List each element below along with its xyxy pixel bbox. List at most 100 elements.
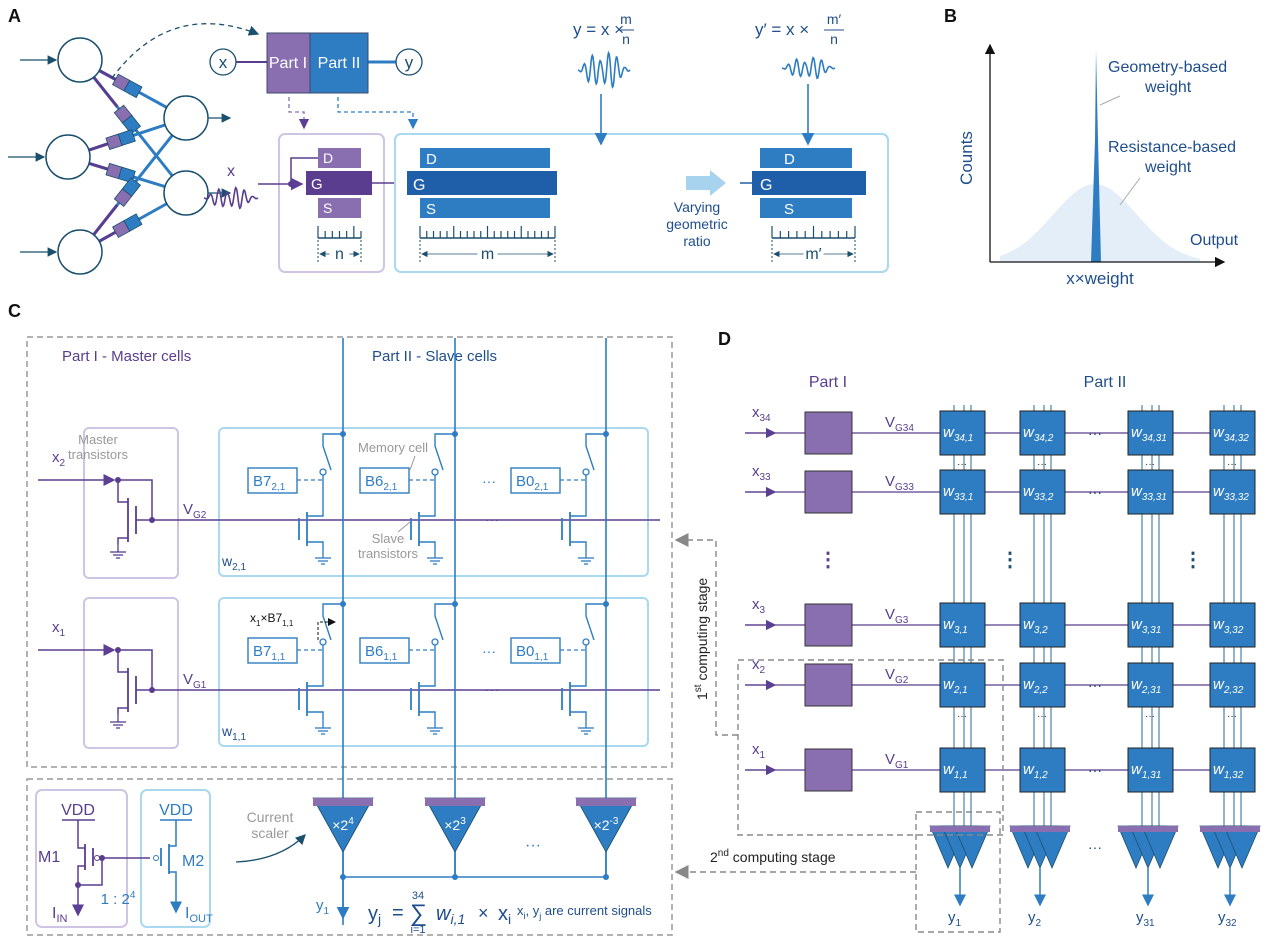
label-part: 3 [460, 816, 466, 827]
label-part: w [943, 676, 955, 693]
label-part: 2,1 [232, 562, 246, 573]
synapse-device [113, 104, 142, 135]
weight-cell [939, 602, 986, 648]
panel-label-c: C [8, 301, 21, 321]
label-part: w [1023, 761, 1035, 778]
width-label-m-prime: m′ [805, 246, 821, 263]
weight-cell [1019, 469, 1066, 515]
current-scaler-label: Current [247, 809, 294, 825]
y-axis-label: Counts [957, 131, 976, 185]
memory-switch [322, 603, 343, 641]
label-part: 31 [1144, 918, 1156, 929]
label-part: y [1028, 909, 1036, 926]
drain-block [420, 148, 550, 168]
label-part: G3 [895, 615, 909, 626]
weight-label: w33,31 [1131, 483, 1167, 503]
panel-label-d: D [718, 329, 731, 349]
master-cell [804, 663, 853, 707]
label-part: -3 [610, 816, 619, 827]
gate-block [407, 171, 557, 195]
label-part: 3,31 [1142, 625, 1161, 636]
weight-cell [1019, 747, 1066, 793]
slave-transistors-label: Slave [372, 531, 405, 546]
ellipsis: ··· [1088, 677, 1102, 693]
label-part: y [1218, 909, 1226, 926]
label-part: w [221, 723, 233, 739]
label-part: 2,1 [953, 685, 968, 696]
annotation-arrow [317, 618, 336, 640]
label-part: 1,1 [954, 770, 968, 781]
label-part: 4 [348, 816, 354, 827]
label-part: 1 [956, 918, 962, 929]
equation-top: 34 [412, 890, 424, 902]
gate-voltage-label: VG34 [885, 414, 914, 434]
weight-cell [939, 469, 986, 515]
label-part: x [752, 404, 760, 421]
weight-cell [939, 662, 986, 708]
weight-cell [1209, 410, 1256, 456]
vertical-ellipsis: ⋮ [818, 549, 838, 571]
label-part: y [1136, 909, 1144, 926]
label-part: 33,31 [1142, 492, 1167, 503]
weight-cell [1209, 747, 1256, 793]
switch-contact [582, 468, 590, 476]
panel-label-a: A [8, 6, 21, 26]
label-part: B7 [253, 643, 271, 660]
current-scaler-label: scaler [251, 825, 289, 841]
input-waveform [203, 186, 259, 210]
ellipsis: ··· [485, 511, 499, 527]
weight-label: w3,32 [1213, 616, 1244, 636]
part2-block [123, 213, 143, 232]
master-cell [804, 411, 853, 455]
master-cell-box [83, 427, 179, 579]
master-transistors-label: Master [78, 432, 118, 447]
weight-label: w2,1 [221, 553, 246, 573]
input-label: x2 [752, 656, 766, 676]
junction-dot [99, 855, 105, 861]
label-part: V [885, 414, 895, 431]
x-axis-label: x×weight [1066, 269, 1134, 288]
label-part: ×2 [332, 817, 348, 833]
scaler-arrow [235, 834, 306, 863]
label-part: 34 [760, 413, 772, 424]
gate-label: G [311, 176, 323, 193]
m2-label: M2 [182, 853, 204, 870]
weight-label: w1,1 [943, 761, 968, 781]
source-block [318, 198, 361, 218]
gate-voltage-label: VG2 [183, 501, 207, 521]
label-part: 4 [130, 890, 136, 901]
weight-label: w2,1 [943, 676, 968, 696]
label-part: 2,32 [1223, 685, 1244, 696]
label-part: B0 [516, 643, 534, 660]
leader-line [409, 455, 416, 471]
label-part: w [1131, 761, 1143, 778]
label-part: x [752, 656, 760, 673]
formula-num: m′ [827, 11, 842, 27]
geometry-label: weight [1144, 79, 1192, 96]
equation-weight: wi,1 [436, 903, 465, 927]
formula-num: m [620, 11, 632, 27]
weight-cell [1209, 602, 1256, 648]
scaler-factor: ×2-3 [594, 816, 619, 833]
part2-block [309, 32, 369, 94]
dashed-arrow-part2 [337, 97, 419, 130]
weight-label: w34,31 [1131, 424, 1167, 444]
input-label: x1 [752, 741, 766, 761]
label-part: 2,31 [1141, 685, 1161, 696]
weight-label: w3,1 [943, 616, 968, 636]
ellipsis: ··· [1037, 459, 1047, 470]
ellipsis: ··· [1145, 459, 1155, 470]
synapse-device [105, 129, 136, 151]
source-label: S [323, 200, 332, 216]
weight-cell [939, 747, 986, 793]
label-part: 1 [694, 692, 710, 700]
gate-block [752, 171, 866, 195]
leader-line [397, 521, 411, 533]
memory-cell-box [247, 467, 298, 494]
scaler-top-band [954, 826, 990, 832]
weight-cell [1127, 410, 1174, 456]
label-part: 32 [1226, 918, 1238, 929]
varying-text: ratio [683, 233, 710, 249]
wire [290, 157, 318, 184]
input-label: x1 [52, 619, 66, 639]
